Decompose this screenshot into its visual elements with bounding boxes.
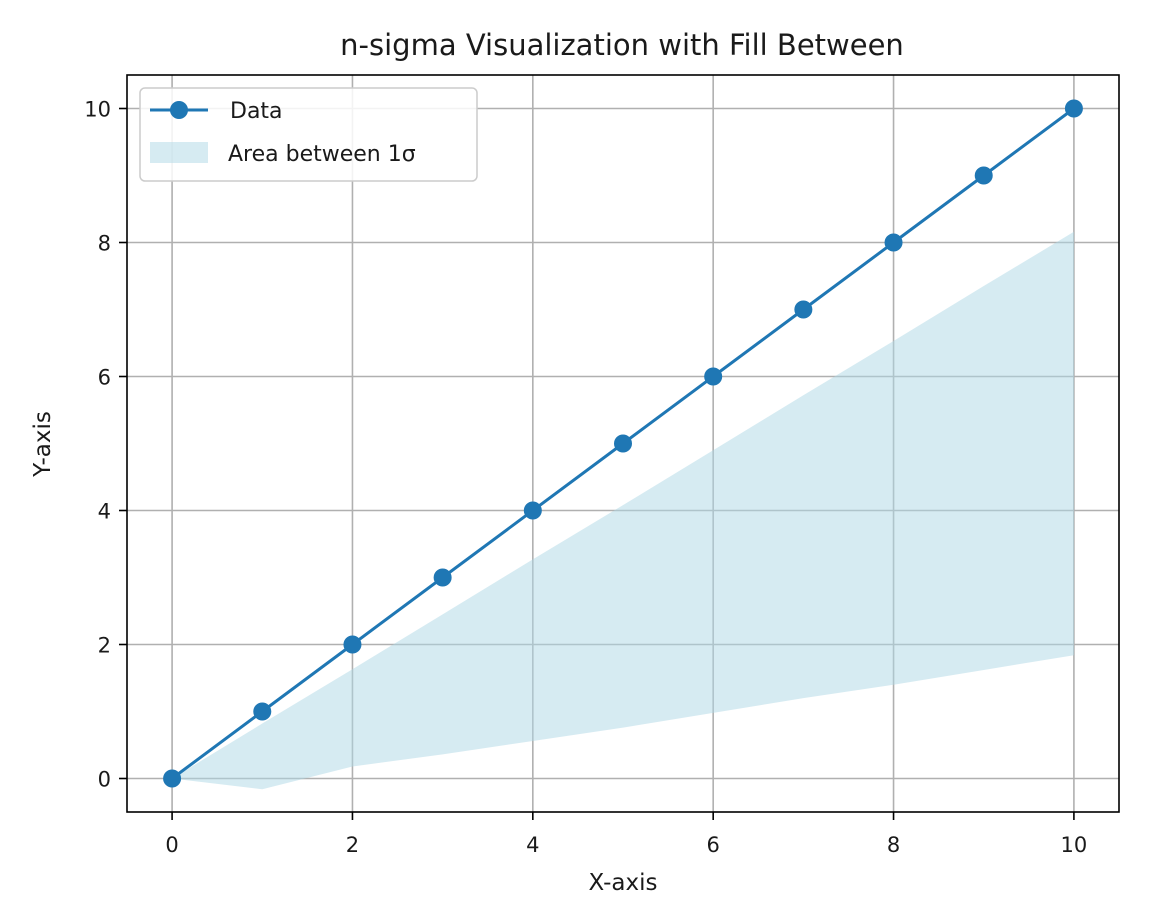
legend-fill-label: Area between 1σ [228, 142, 416, 167]
y-axis-ticks: 0 2 4 6 8 10 [84, 98, 127, 792]
x-axis-ticks: 0 2 4 6 8 10 [165, 812, 1087, 857]
y-tick-label-5: 10 [84, 98, 111, 122]
data-point-4 [523, 501, 542, 520]
x-tick-label-4: 8 [887, 833, 900, 857]
data-point-0 [163, 769, 182, 788]
chart-title: n-sigma Visualization with Fill Between [340, 28, 904, 62]
y-axis-label: Y-axis [30, 411, 56, 478]
data-point-7 [794, 300, 813, 319]
data-point-2 [343, 635, 362, 654]
x-axis-label: X-axis [589, 870, 658, 896]
legend-data-label: Data [230, 99, 283, 124]
data-point-1 [253, 702, 272, 721]
y-tick-label-0: 0 [98, 768, 111, 792]
data-point-5 [614, 434, 632, 453]
y-tick-label-1: 2 [98, 634, 111, 658]
x-tick-label-5: 10 [1061, 833, 1088, 857]
legend-fill-swatch [150, 142, 208, 163]
y-tick-label-3: 6 [98, 366, 111, 390]
plot-area [126, 74, 1120, 813]
y-tick-label-2: 4 [98, 500, 111, 524]
data-points [163, 99, 1083, 788]
legend-data-marker-swatch [170, 101, 188, 119]
x-tick-label-1: 2 [346, 833, 359, 857]
data-point-6 [704, 367, 723, 386]
legend: Data Area between 1σ [139, 87, 478, 182]
x-tick-label-0: 0 [165, 833, 178, 857]
data-point-3 [433, 568, 452, 587]
data-point-9 [974, 166, 993, 185]
data-point-10 [1064, 99, 1083, 118]
x-tick-label-3: 6 [706, 833, 719, 857]
fill-between-area [172, 231, 1074, 790]
plot-frame [126, 74, 1120, 813]
data-point-8 [884, 233, 903, 252]
y-tick-label-4: 8 [98, 232, 111, 256]
legend-box [139, 87, 478, 182]
x-tick-label-2: 4 [526, 833, 539, 857]
